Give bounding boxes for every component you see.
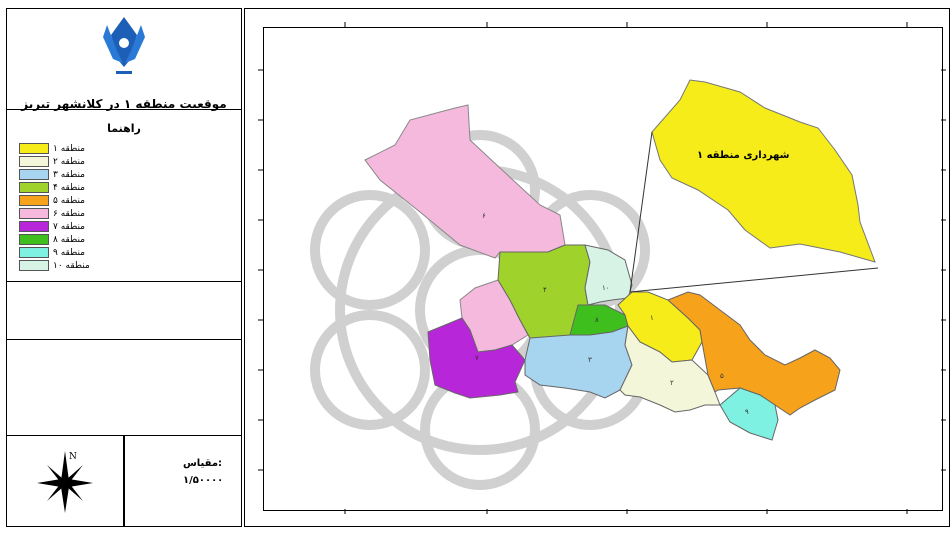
district-label: ۱۰ (602, 284, 610, 292)
legend-label: منطقه ۱۰ (53, 260, 90, 271)
legend-item: منطقه ۵ (19, 194, 159, 207)
callout-label: شهرداری منطقه ۱ (697, 150, 790, 161)
legend-swatch (19, 247, 49, 258)
legend-label: منطقه ۱ (53, 143, 86, 154)
divider (123, 435, 125, 526)
scale-label: مقیاس: (183, 458, 223, 469)
university-logo (103, 17, 145, 74)
legend-item: منطقه ۹ (19, 246, 159, 259)
legend-swatch (19, 182, 49, 193)
district-label: ۵ (720, 372, 724, 380)
district-6-north (364, 104, 566, 259)
legend-swatch (19, 156, 49, 167)
side-panel: موقعیت منطقه ۱ در کلانشهر تبریز راهنما م… (6, 8, 242, 527)
district-2 (619, 324, 721, 413)
frame-ticks (258, 22, 946, 514)
legend-label: منطقه ۲ (53, 156, 86, 167)
map-frame (263, 27, 943, 511)
legend-swatch (19, 208, 49, 219)
legend-label: منطقه ۵ (53, 195, 86, 206)
legend-label: منطقه ۴ (53, 182, 86, 193)
blank-section-1 (7, 281, 241, 340)
district-10 (584, 244, 633, 306)
district-5 (667, 291, 841, 416)
legend-item: منطقه ۲ (19, 155, 159, 168)
legend-swatch (19, 169, 49, 180)
district-label: ۱ (650, 314, 654, 322)
legend-item: منطقه ۶ (19, 207, 159, 220)
legend-item: منطقه ۷ (19, 220, 159, 233)
legend-title: راهنما (107, 122, 141, 135)
district-label: ۴ (543, 286, 547, 294)
legend-swatch (19, 195, 49, 206)
legend-item: منطقه ۸ (19, 233, 159, 246)
north-arrow-icon: N (37, 451, 93, 513)
legend-item: منطقه ۱۰ (19, 259, 159, 272)
district-label: ۹ (745, 408, 749, 416)
legend-label: منطقه ۹ (53, 247, 86, 258)
district-label: ۸ (595, 316, 599, 324)
legend-swatch (19, 221, 49, 232)
callout-line (629, 267, 879, 293)
district-label: ۷ (475, 354, 479, 362)
callout-line (629, 131, 653, 293)
legend-item: منطقه ۳ (19, 168, 159, 181)
district-9 (719, 387, 779, 441)
district-label: ۳ (588, 356, 592, 364)
legend-section (7, 109, 241, 282)
title-section: موقعیت منطقه ۱ در کلانشهر تبریز (7, 9, 241, 111)
district-label: ۲ (670, 379, 674, 387)
scale-value: ۱/۵۰۰۰۰ (183, 475, 224, 486)
legend: منطقه ۱ منطقه ۲ منطقه ۳ منطقه ۴ منطقه ۵ منطقه… (19, 142, 159, 272)
legend-swatch (19, 234, 49, 245)
district-7 (427, 317, 526, 399)
legend-item: منطقه ۴ (19, 181, 159, 194)
legend-label: منطقه ۸ (53, 234, 86, 245)
legend-item: منطقه ۱ (19, 142, 159, 155)
district-label: ۶ (482, 212, 486, 220)
legend-label: منطقه ۶ (53, 208, 86, 219)
legend-label: منطقه ۷ (53, 221, 86, 232)
legend-label: منطقه ۳ (53, 169, 86, 180)
legend-swatch (19, 143, 49, 154)
district-1-north (651, 79, 876, 263)
north-label: N (69, 452, 77, 462)
legend-swatch (19, 260, 49, 271)
map-title: موقعیت منطقه ۱ در کلانشهر تبریز (21, 97, 227, 111)
